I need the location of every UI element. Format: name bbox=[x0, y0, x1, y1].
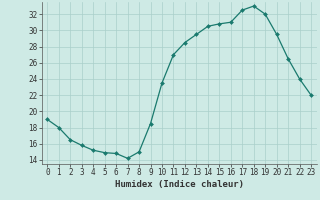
X-axis label: Humidex (Indice chaleur): Humidex (Indice chaleur) bbox=[115, 180, 244, 189]
